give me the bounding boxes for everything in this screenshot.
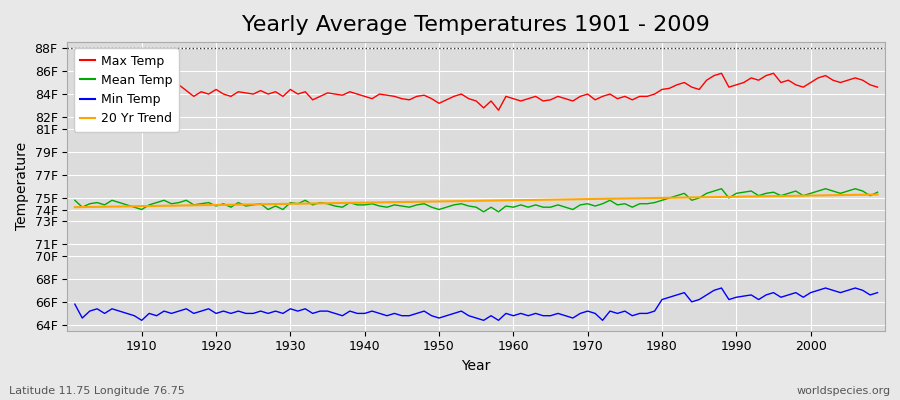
X-axis label: Year: Year bbox=[462, 359, 490, 373]
Y-axis label: Temperature: Temperature bbox=[15, 142, 29, 230]
Text: worldspecies.org: worldspecies.org bbox=[796, 386, 891, 396]
Title: Yearly Average Temperatures 1901 - 2009: Yearly Average Temperatures 1901 - 2009 bbox=[242, 15, 710, 35]
Text: Latitude 11.75 Longitude 76.75: Latitude 11.75 Longitude 76.75 bbox=[9, 386, 184, 396]
Legend: Max Temp, Mean Temp, Min Temp, 20 Yr Trend: Max Temp, Mean Temp, Min Temp, 20 Yr Tre… bbox=[74, 48, 179, 132]
